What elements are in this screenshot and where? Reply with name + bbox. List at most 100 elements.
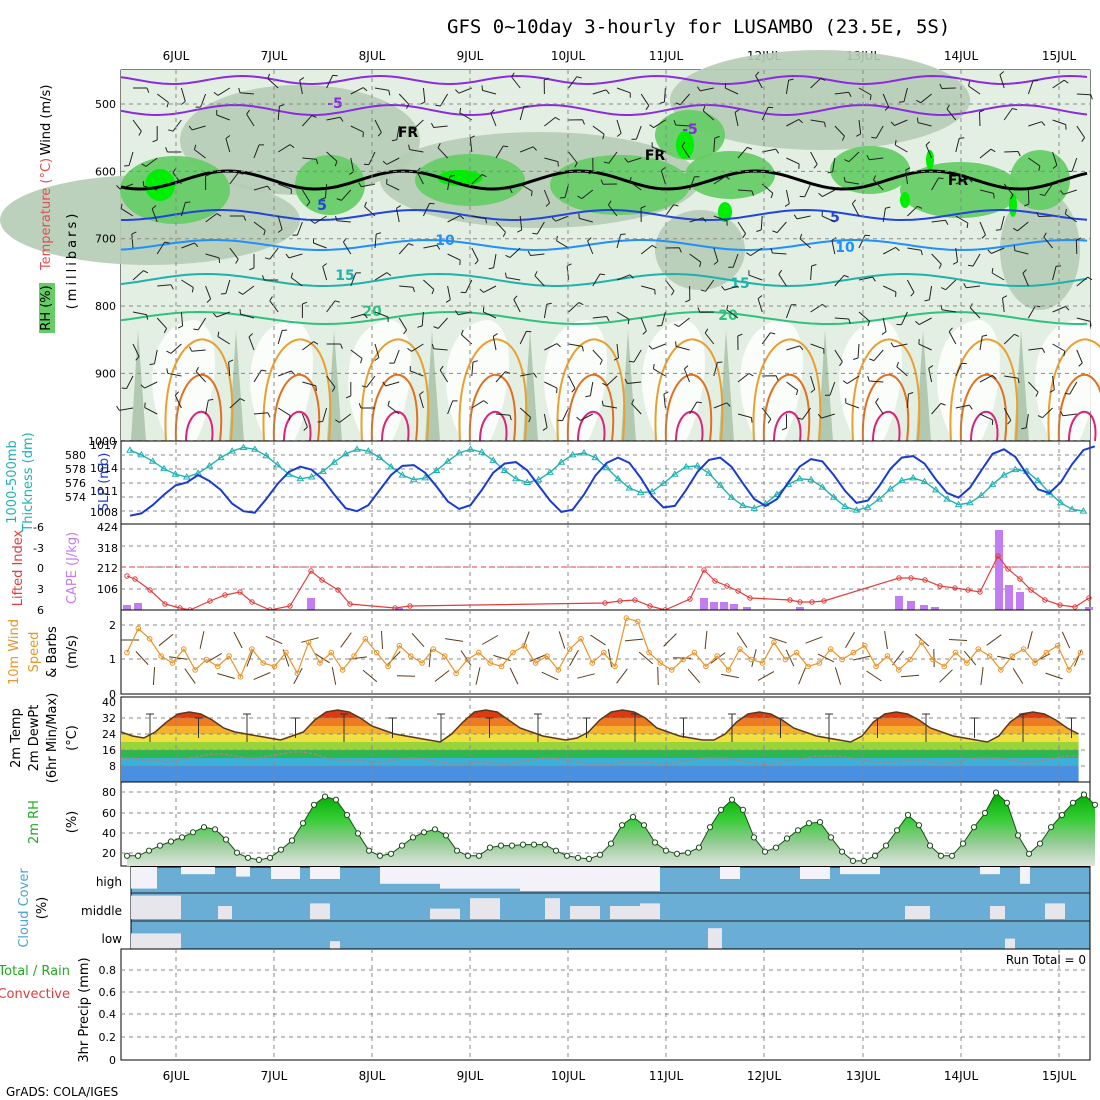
thickness-marker	[477, 448, 486, 455]
wind-marker	[771, 639, 777, 646]
wind-barb	[1076, 349, 1083, 367]
tick-label: 500	[95, 98, 116, 111]
cloud-clear-block	[990, 906, 1005, 919]
wind10m-barb	[434, 670, 450, 682]
wind-barb	[810, 343, 825, 354]
wind-barb	[520, 146, 537, 153]
thickness-marker	[693, 461, 702, 469]
wind-marker	[952, 649, 959, 656]
wind-barb	[1028, 347, 1046, 353]
wind-barb	[748, 270, 763, 281]
thickness-marker	[977, 491, 986, 498]
rh-area	[123, 789, 1099, 866]
wind-barb	[797, 407, 812, 420]
wind-marker	[521, 642, 528, 649]
thickness-marker	[466, 445, 475, 452]
wind-barb	[871, 125, 884, 139]
rh-marker	[145, 847, 153, 854]
wind-barb	[1013, 245, 1029, 255]
thickness-marker	[875, 495, 883, 502]
wind10m-barb	[638, 651, 654, 665]
wind-barb	[896, 311, 908, 326]
wind-barb	[225, 135, 231, 153]
wind-marker	[566, 646, 573, 652]
wind-barb	[931, 402, 946, 415]
li-marker	[647, 603, 653, 609]
wind-barb	[205, 398, 214, 415]
rh-marker	[233, 849, 241, 856]
wind10m-barb	[577, 673, 595, 679]
wind-marker	[748, 656, 755, 663]
wind-barb	[907, 247, 923, 256]
wind-marker	[215, 663, 221, 670]
cape-bar	[1085, 607, 1093, 610]
wind-barb	[689, 253, 702, 268]
wind-barb	[629, 176, 642, 191]
wind-barb	[511, 72, 521, 89]
rh-marker	[332, 796, 340, 803]
wind-barb	[713, 247, 719, 265]
wind-barb	[737, 333, 743, 351]
rh-marker	[706, 824, 714, 831]
wind-barb	[419, 391, 424, 409]
thickness-marker	[795, 474, 804, 482]
wind-barb	[492, 333, 498, 351]
cape-bar	[123, 605, 131, 610]
wind-barb	[882, 285, 897, 297]
thickness-marker	[818, 483, 827, 490]
wind-barb	[649, 119, 666, 129]
wind-barb	[519, 407, 532, 423]
wind-barb	[640, 317, 647, 335]
thickness-marker	[182, 472, 191, 480]
wind-barb	[834, 317, 851, 324]
rh-marker	[288, 837, 296, 844]
minmax-bar	[776, 717, 785, 738]
wind-barb	[931, 177, 944, 191]
wind-barb	[683, 365, 691, 383]
minmax-bar	[340, 713, 348, 742]
rh-mid-band	[655, 210, 745, 290]
wind10m-barb	[866, 670, 882, 682]
wind-barb	[1059, 189, 1077, 195]
wind-marker	[782, 656, 789, 663]
wind-barb	[999, 71, 1005, 89]
thickness-marker	[852, 506, 861, 513]
wind10m-barb	[1045, 672, 1063, 680]
rh-marker	[508, 842, 516, 849]
wind10m-barb	[331, 667, 337, 685]
hot-contour	[566, 373, 615, 442]
cloud-clear-block	[181, 867, 215, 875]
top-date-axis: 6JUL7JUL8JUL9JUL10JUL11JUL12JUL13JUL14JU…	[163, 49, 1077, 63]
wind-barb	[249, 254, 255, 271]
li-marker	[977, 589, 983, 595]
wind-barb	[229, 215, 247, 221]
thickness-marker	[160, 464, 168, 472]
wind-barb	[844, 151, 860, 163]
wind-barb	[875, 397, 884, 415]
wind-barb	[924, 285, 933, 302]
tick-label: 40	[102, 696, 116, 709]
wind-marker	[805, 663, 811, 670]
cloud-clear-block	[708, 928, 722, 949]
tick-label: 20	[102, 847, 116, 860]
thickness-marker	[954, 500, 963, 508]
cape-bar	[931, 607, 939, 610]
wind10m-barb	[805, 636, 823, 644]
tick-label: 424	[97, 521, 118, 534]
wind-barb	[1052, 151, 1058, 169]
wind-marker	[385, 663, 391, 670]
minmax-bar	[873, 717, 882, 738]
wind-marker	[703, 663, 709, 670]
rh-marker	[442, 832, 450, 839]
cloud-clear-block	[310, 867, 340, 879]
li-marker	[701, 567, 707, 573]
wind-barb	[374, 343, 380, 361]
wind-barb	[737, 372, 754, 383]
wind-marker	[941, 663, 948, 670]
wind10m-barb	[590, 634, 606, 646]
li-marker	[735, 588, 741, 594]
cloud-clear-block	[720, 867, 740, 879]
bottom-date-label: 14JUL	[944, 1069, 979, 1083]
wind-marker	[430, 646, 437, 652]
wind-barb	[721, 285, 739, 291]
